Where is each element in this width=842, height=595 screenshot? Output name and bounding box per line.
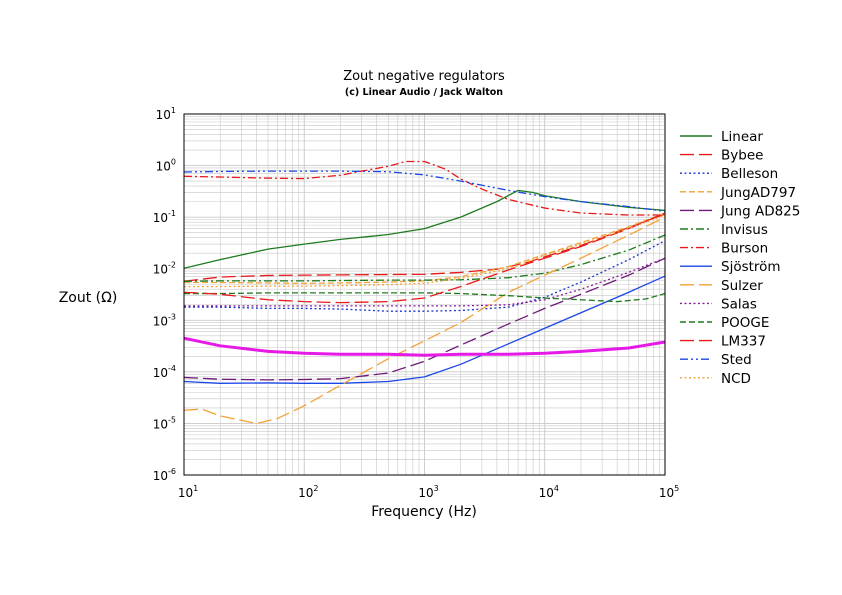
legend-label: Belleson (721, 166, 778, 182)
chart-subtitle: (c) Linear Audio / Jack Walton (345, 87, 503, 98)
x-tick-label: 103 (418, 484, 438, 500)
x-axis-label: Frequency (Hz) (371, 504, 477, 520)
legend-label: POOGE (721, 315, 769, 331)
y-tick-label: 101 (156, 106, 176, 122)
x-tick-label: 102 (298, 484, 318, 500)
plot-frame (183, 113, 666, 476)
series-line-sted (183, 170, 666, 212)
series-layer (183, 160, 666, 425)
legend-label: Jung AD825 (720, 203, 800, 219)
series-line-burson (183, 160, 665, 216)
x-tick-label: 101 (178, 484, 198, 500)
y-axis-label: Zout (Ω) (59, 290, 118, 306)
series-line-salas (184, 257, 666, 307)
x-tick-label: 105 (659, 484, 679, 500)
legend-label: Sulzer (721, 278, 763, 294)
y-tick-label: 10-2 (153, 261, 176, 277)
series-line-bybee (183, 213, 666, 282)
legend: Linear Bybee Belleson JungAD797 Jung AD825 In… (680, 129, 800, 387)
series-line-ncd (184, 214, 666, 288)
legend-label: LM337 (721, 334, 766, 350)
legend-label: Sted (721, 352, 752, 368)
series-line-unlabeled (183, 336, 666, 357)
y-tick-label: 100 (156, 158, 176, 174)
x-axis-ticks: 101 102 103 104 105 (178, 484, 679, 500)
legend-label: Bybee (721, 148, 763, 164)
y-tick-label: 10-6 (153, 467, 176, 483)
y-tick-label: 10-3 (153, 312, 176, 328)
series-line-linear (183, 189, 666, 269)
chart-title: Zout negative regulators (343, 69, 505, 84)
y-tick-label: 10-4 (153, 364, 176, 380)
series-line-jungad797 (184, 212, 666, 285)
grid (183, 114, 665, 476)
legend-label: Sjöström (721, 259, 781, 275)
series-line-belleson (184, 240, 666, 312)
y-axis-ticks: 101 100 10-1 10-2 10-3 10-4 10-5 10-6 (153, 106, 176, 483)
legend-label: Salas (721, 296, 757, 312)
x-tick-label: 104 (539, 484, 559, 500)
y-tick-label: 10-5 (153, 415, 176, 431)
series-line-jung-ad825 (183, 257, 666, 381)
y-tick-label: 10-1 (153, 209, 176, 225)
legend-label: Invisus (721, 222, 768, 238)
series-line-pooge (184, 292, 666, 303)
series-line-sj-str-m (183, 275, 666, 384)
series-line-lm337 (183, 212, 666, 304)
series-line-invisus (183, 234, 666, 282)
legend-label: JungAD797 (720, 185, 796, 201)
legend-label: Linear (721, 129, 763, 145)
legend-label: Burson (721, 241, 768, 257)
series-line-sulzer (183, 216, 666, 425)
legend-label: NCD (721, 371, 751, 387)
